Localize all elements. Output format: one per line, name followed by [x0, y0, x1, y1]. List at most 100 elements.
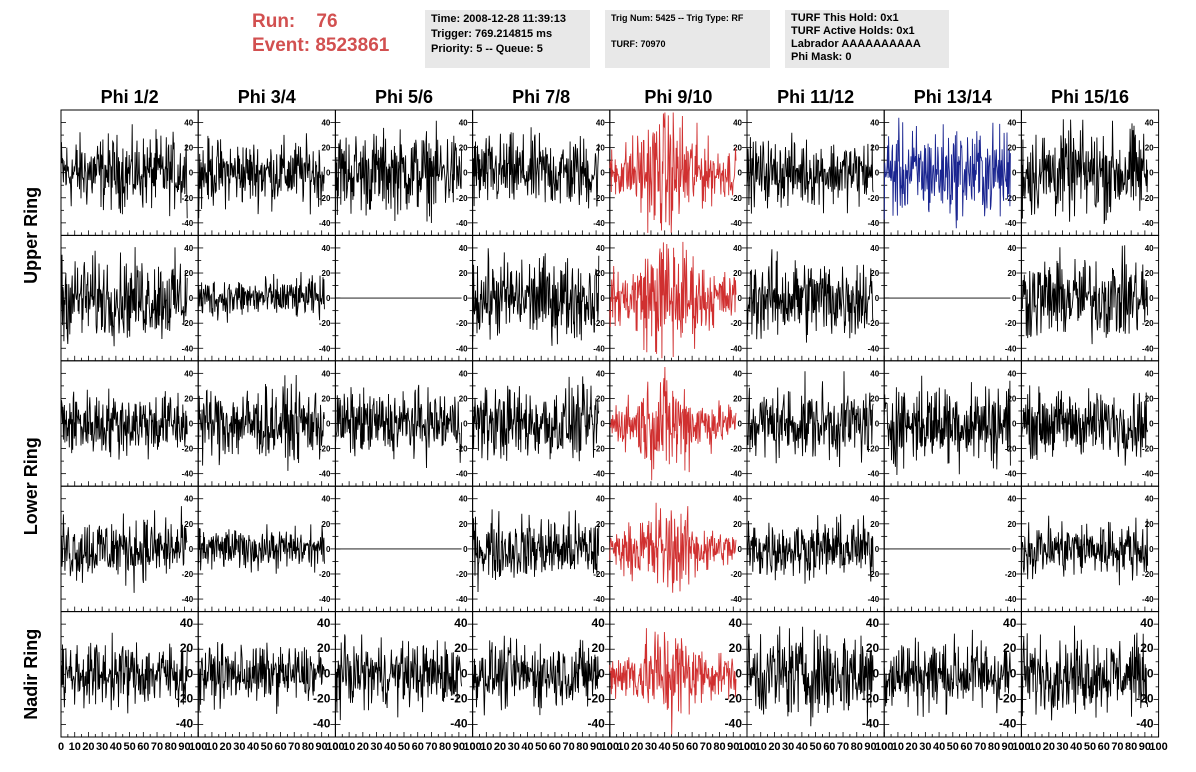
y-tick-label: -40	[593, 595, 605, 604]
x-tick-label: 80	[576, 741, 588, 753]
x-tick-label: 40	[796, 741, 808, 753]
y-tick-label: 40	[317, 616, 331, 630]
y-tick-label: -20	[593, 319, 605, 328]
event-value: 8523861	[315, 35, 390, 56]
y-tick-label: 40	[870, 119, 879, 128]
y-tick-label: 0	[1010, 666, 1017, 680]
y-tick-label: 20	[1145, 394, 1154, 403]
y-tick-label: 20	[729, 641, 743, 655]
x-tick-label: 30	[645, 741, 657, 753]
y-tick-label: 20	[1145, 269, 1154, 278]
y-tick-label: 0	[187, 666, 194, 680]
x-tick-label: 100	[738, 741, 756, 753]
y-tick-label: -40	[1005, 470, 1017, 479]
y-tick-label: 20	[459, 144, 468, 153]
y-tick-label: 40	[184, 244, 193, 253]
waveform-trace	[60, 632, 188, 714]
y-tick-label: -40	[456, 470, 468, 479]
y-tick-label: 40	[870, 244, 879, 253]
event-line: Event: 8523861	[252, 34, 389, 58]
y-tick-label: 0	[326, 169, 331, 178]
ring-label: Upper Ring	[21, 187, 41, 284]
y-tick-label: 20	[1007, 520, 1016, 529]
x-tick-label: 100	[601, 741, 619, 753]
y-tick-label: 0	[189, 545, 194, 554]
x-tick-label: 100	[326, 741, 344, 753]
y-tick-label: 0	[738, 545, 743, 554]
y-tick-label: 40	[459, 244, 468, 253]
y-tick-label: 20	[1007, 144, 1016, 153]
y-tick-label: -40	[1136, 716, 1154, 730]
x-tick-label: 40	[384, 741, 396, 753]
priority-info-line: Priority: 5 -- Queue: 5	[431, 43, 543, 55]
x-tick-label: 50	[1084, 741, 1096, 753]
waveform-trace	[746, 626, 874, 727]
x-tick-label: 40	[521, 741, 533, 753]
x-tick-label: 80	[165, 741, 177, 753]
x-tick-label: 30	[508, 741, 520, 753]
x-tick-label: 40	[247, 741, 259, 753]
x-tick-label: 40	[659, 741, 671, 753]
y-tick-label: -20	[730, 445, 742, 454]
waveform-trace	[334, 384, 463, 469]
x-tick-label: 20	[494, 741, 506, 753]
x-tick-label: 0	[607, 741, 613, 753]
y-tick-label: 0	[600, 169, 605, 178]
y-tick-label: 0	[875, 545, 880, 554]
y-tick-label: 20	[870, 144, 879, 153]
waveform-trace	[1020, 515, 1149, 586]
column-title: Phi 13/14	[914, 87, 992, 107]
y-tick-label: -40	[1142, 219, 1154, 228]
y-tick-label: 20	[321, 144, 330, 153]
y-tick-label: 20	[591, 641, 605, 655]
event-label: Event:	[252, 35, 311, 56]
column-title: Phi 9/10	[644, 87, 712, 107]
x-tick-label: 60	[960, 741, 972, 753]
y-tick-label: 20	[1145, 520, 1154, 529]
x-tick-label: 30	[919, 741, 931, 753]
x-tick-label: 100	[1012, 741, 1030, 753]
waveform-trace	[334, 120, 463, 224]
y-tick-label: 40	[180, 616, 194, 630]
y-tick-label: 20	[184, 269, 193, 278]
x-tick-label: 30	[96, 741, 108, 753]
y-tick-label: -20	[456, 194, 468, 203]
x-tick-label: 70	[563, 741, 575, 753]
y-tick-label: 20	[1007, 394, 1016, 403]
waveform-trace	[746, 371, 874, 468]
x-tick-label: 20	[1043, 741, 1055, 753]
y-tick-label: 40	[321, 119, 330, 128]
y-tick-label: 40	[596, 495, 605, 504]
y-tick-label: -20	[1005, 319, 1017, 328]
y-tick-label: 40	[1007, 369, 1016, 378]
y-tick-label: -40	[450, 716, 468, 730]
y-tick-label: 0	[600, 545, 605, 554]
y-tick-label: -20	[730, 570, 742, 579]
y-tick-label: -40	[1005, 344, 1017, 353]
y-tick-label: -20	[313, 691, 331, 705]
x-tick-label: 60	[686, 741, 698, 753]
waveform-trace	[197, 641, 325, 714]
waveform-trace	[197, 133, 325, 219]
y-tick-label: -40	[593, 219, 605, 228]
y-tick-label: -20	[868, 319, 880, 328]
x-tick-label: 70	[288, 741, 300, 753]
y-tick-label: 40	[1140, 616, 1154, 630]
y-tick-label: 40	[184, 119, 193, 128]
y-tick-label: 40	[1007, 244, 1016, 253]
y-tick-label: -20	[319, 194, 331, 203]
y-tick-label: 20	[733, 269, 742, 278]
x-tick-label: 50	[123, 741, 135, 753]
y-tick-label: -40	[182, 219, 194, 228]
waveform-trace	[60, 247, 188, 347]
x-tick-label: 90	[727, 741, 739, 753]
y-tick-label: 40	[733, 244, 742, 253]
y-tick-label: 0	[1012, 545, 1017, 554]
waveform-trace	[197, 374, 325, 471]
x-tick-label: 0	[744, 741, 750, 753]
x-tick-label: 30	[370, 741, 382, 753]
y-tick-label: -40	[587, 716, 605, 730]
x-tick-label: 10	[343, 741, 355, 753]
x-tick-label: 100	[189, 741, 207, 753]
y-tick-label: 0	[738, 169, 743, 178]
